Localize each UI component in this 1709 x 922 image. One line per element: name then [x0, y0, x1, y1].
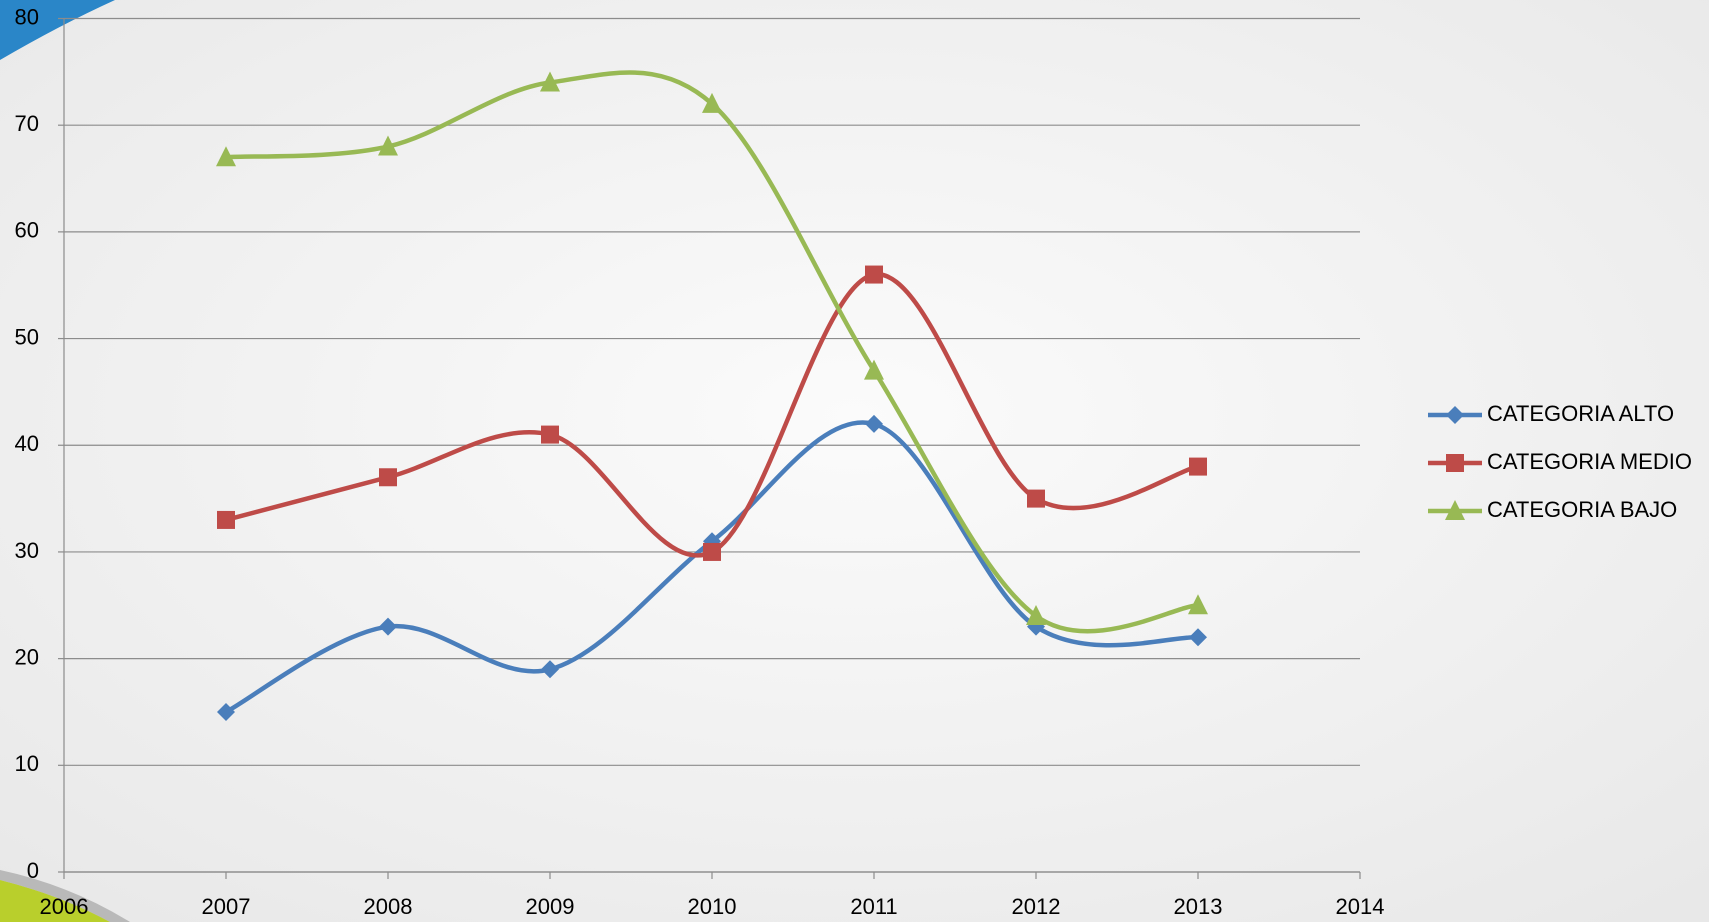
x-tick-label: 2007	[202, 894, 251, 919]
y-tick-label: 30	[15, 538, 39, 563]
x-tick-label: 2010	[688, 894, 737, 919]
marker	[1188, 594, 1208, 615]
marker	[216, 146, 236, 167]
marker	[379, 617, 397, 636]
y-tick-label: 0	[27, 858, 39, 883]
marker	[1445, 500, 1465, 520]
marker	[1189, 457, 1207, 476]
legend-label: CATEGORIA BAJO	[1487, 497, 1677, 522]
y-tick-label: 50	[15, 324, 39, 349]
marker	[1189, 628, 1207, 647]
marker	[1446, 454, 1464, 472]
marker	[541, 425, 559, 444]
y-tick-label: 40	[15, 431, 39, 456]
marker	[1027, 489, 1045, 508]
x-tick-label: 2008	[364, 894, 413, 919]
corner-decoration	[0, 870, 130, 922]
y-tick-label: 10	[15, 751, 39, 776]
x-tick-label: 2012	[1012, 894, 1061, 919]
marker	[540, 71, 560, 92]
marker	[864, 359, 884, 380]
x-tick-label: 2014	[1336, 894, 1385, 919]
marker	[865, 265, 883, 284]
marker	[217, 510, 235, 529]
y-tick-label: 70	[15, 111, 39, 136]
marker	[1446, 406, 1464, 424]
y-tick-label: 20	[15, 644, 39, 669]
legend-label: CATEGORIA MEDIO	[1487, 449, 1692, 474]
marker	[702, 92, 722, 113]
y-tick-label: 80	[15, 4, 39, 29]
marker	[378, 135, 398, 156]
marker	[865, 414, 883, 433]
x-tick-label: 2009	[526, 894, 575, 919]
corner-decoration	[0, 880, 110, 922]
legend-label: CATEGORIA ALTO	[1487, 401, 1674, 426]
y-tick-label: 60	[15, 218, 39, 243]
x-tick-label: 2011	[850, 894, 897, 919]
marker	[1026, 604, 1046, 625]
series-line	[225, 272, 1199, 558]
marker	[217, 702, 235, 721]
x-tick-label: 2013	[1174, 894, 1223, 919]
x-tick-label: 2006	[40, 894, 89, 919]
marker	[703, 542, 721, 561]
marker	[541, 660, 559, 679]
corner-decoration	[0, 0, 115, 60]
marker	[379, 468, 397, 487]
